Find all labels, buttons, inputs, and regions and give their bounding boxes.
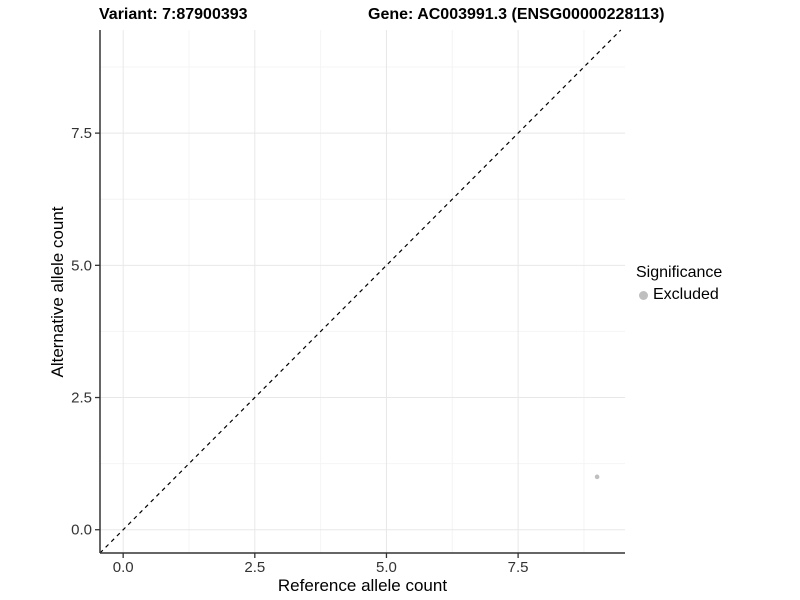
- x-tick-label: 7.5: [508, 559, 529, 576]
- x-tick-label: 0.0: [113, 559, 134, 576]
- x-tick-label: 5.0: [376, 559, 397, 576]
- x-axis-label: Reference allele count: [277, 576, 448, 595]
- legend-item-excluded: Excluded: [636, 286, 722, 304]
- x-tick-label: 2.5: [244, 559, 265, 576]
- legend-title: Significance: [636, 264, 723, 281]
- variant-title: Variant: 7:87900393: [99, 6, 248, 23]
- legend-point-icon: [639, 290, 648, 300]
- y-tick-label: 7.5: [71, 125, 92, 142]
- y-tick-label: 0.0: [71, 522, 92, 539]
- y-axis-label: Alternative allele count: [48, 206, 67, 378]
- gene-title: Gene: AC003991.3 (ENSG00000228113): [368, 6, 665, 23]
- identity-dashed-line: [99, 29, 622, 554]
- y-tick-label: 2.5: [71, 390, 92, 407]
- data-point: [594, 474, 600, 480]
- legend: Significance Excluded: [636, 264, 722, 304]
- y-tick-label: 5.0: [71, 257, 92, 274]
- legend-item-label: Excluded: [653, 286, 719, 303]
